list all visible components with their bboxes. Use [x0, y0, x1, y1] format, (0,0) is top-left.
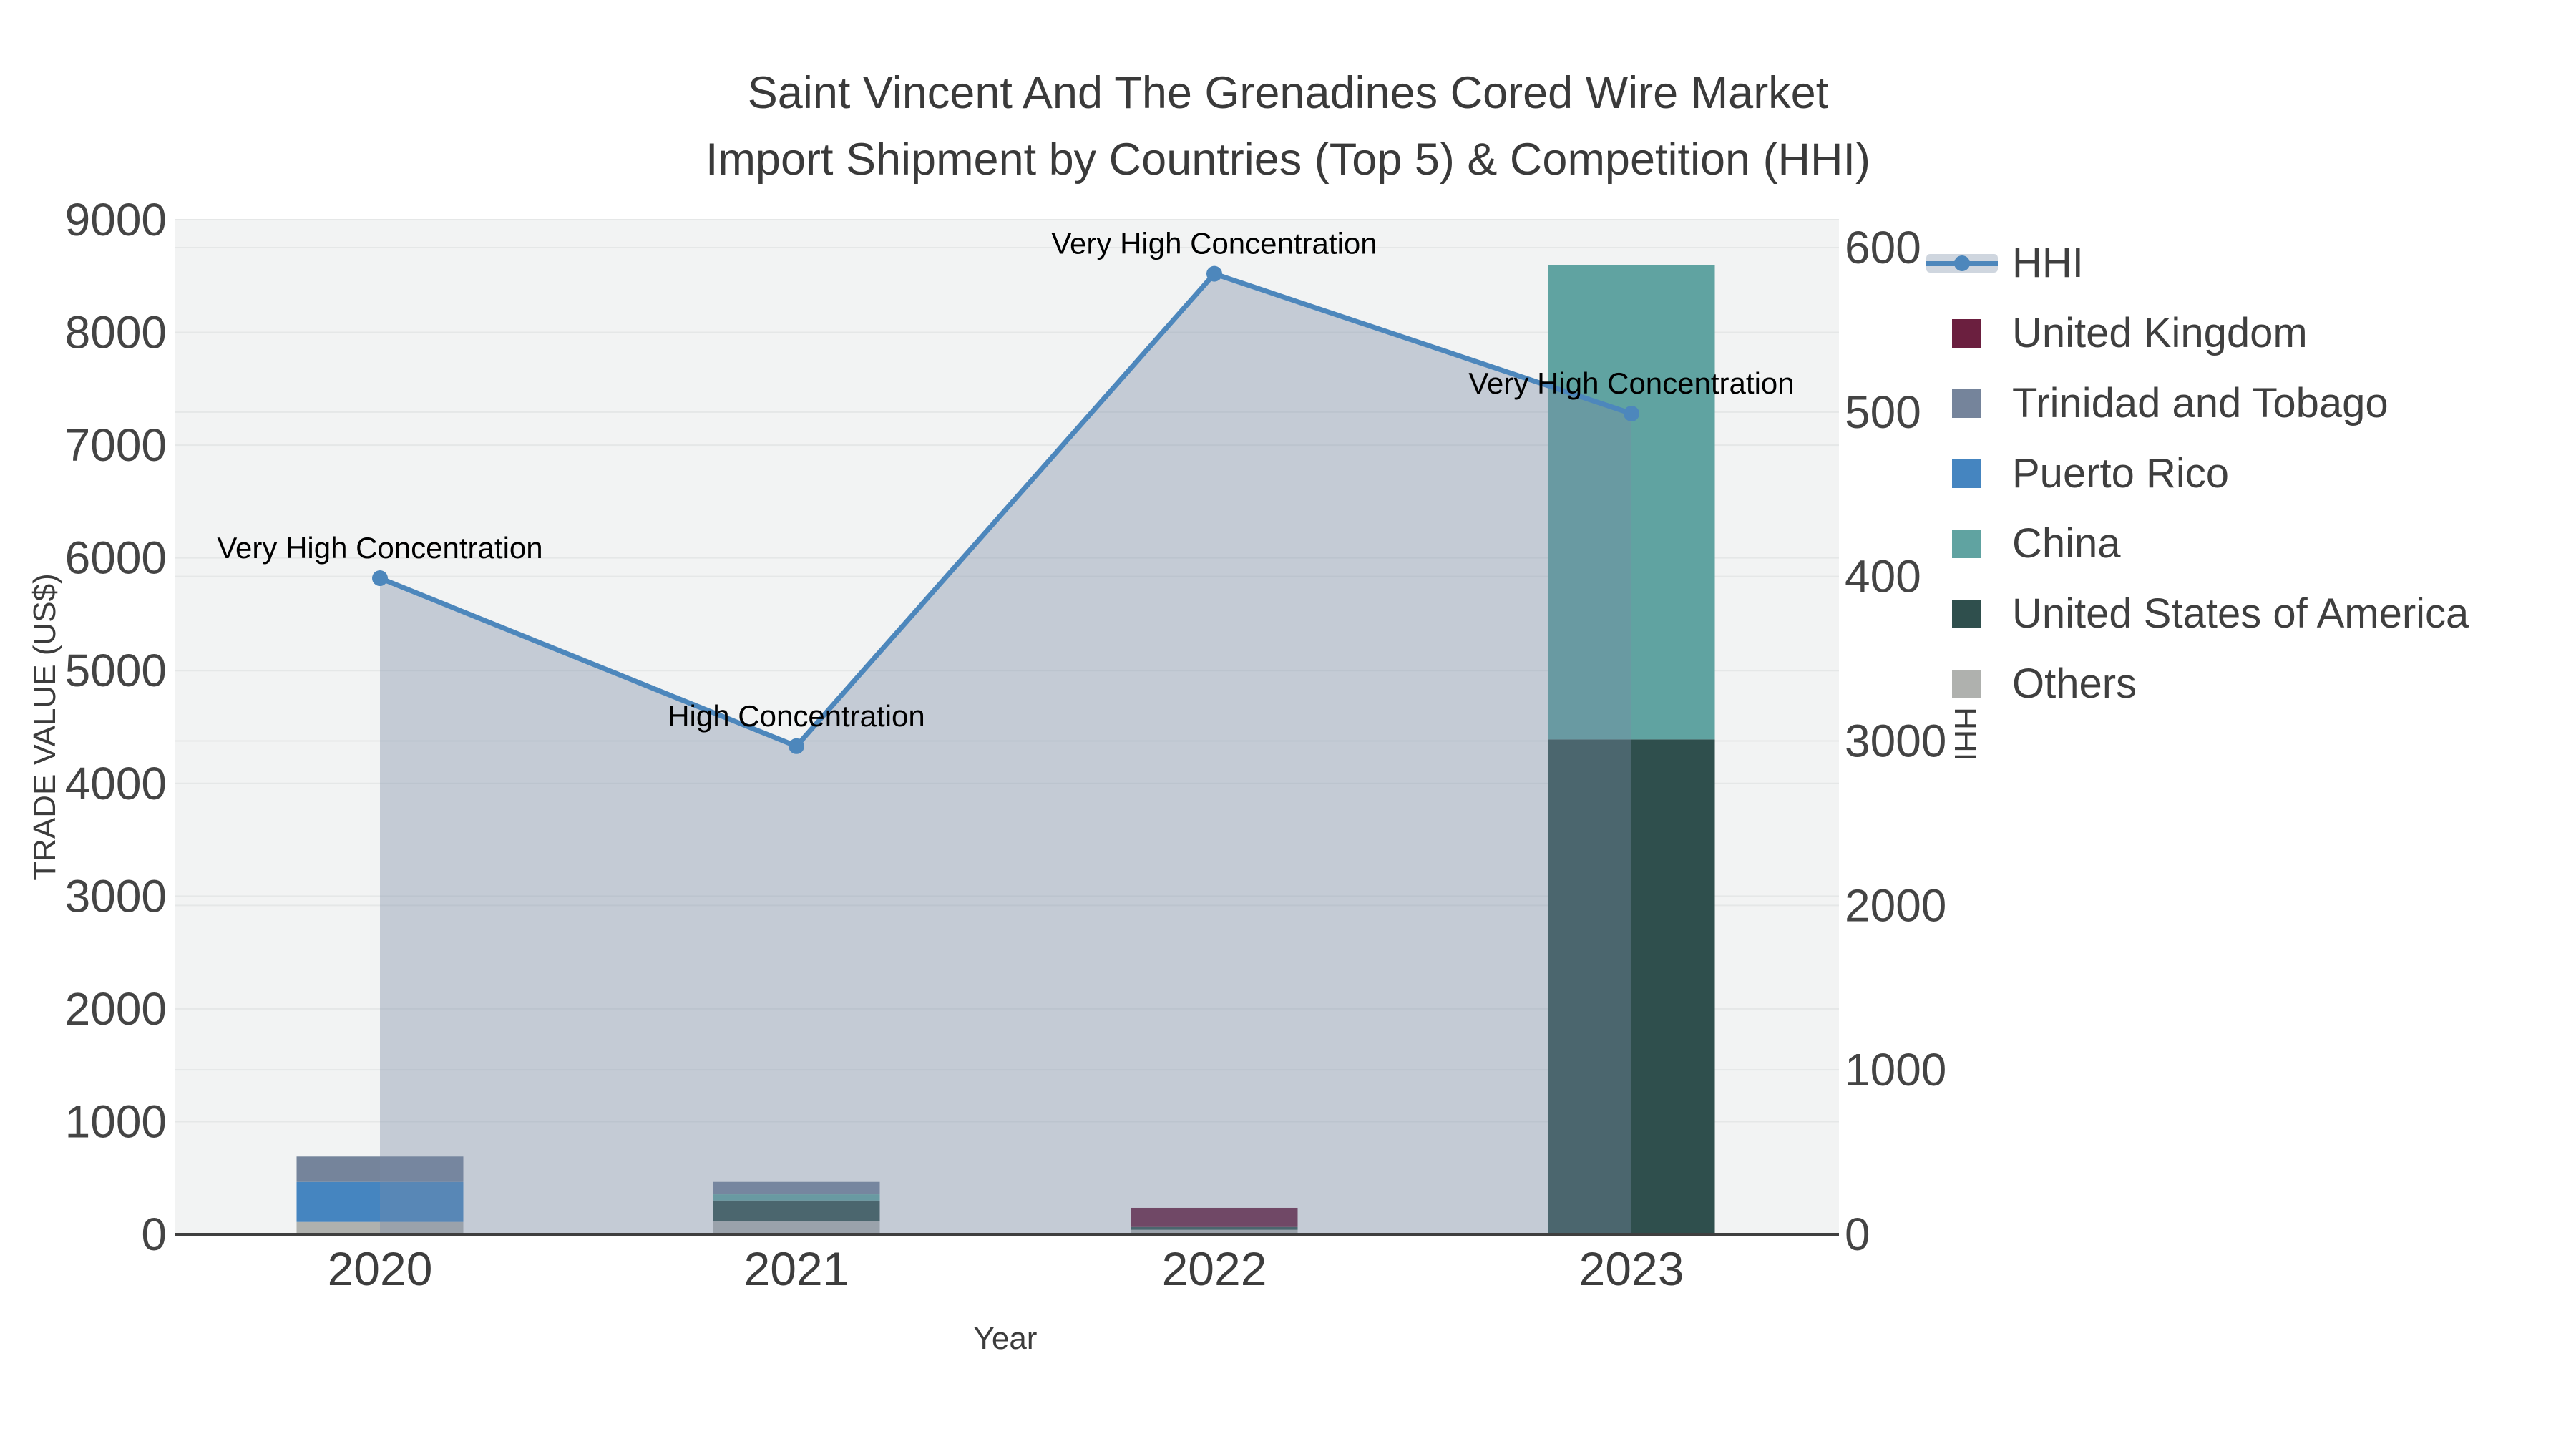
bar-segment-2020-others[interactable] [296, 1221, 464, 1234]
bar-segment-2023-china[interactable] [1548, 265, 1715, 740]
left-axis-tick-label: 9000 [65, 194, 167, 245]
hhi-area-swatch [1926, 254, 1998, 273]
left-axis-title: TRADE VALUE (US$) [27, 573, 62, 881]
left-axis-tick-label: 4000 [65, 758, 167, 809]
legend-color-swatch [1952, 600, 1981, 628]
x-axis-tick-label: 2022 [1162, 1242, 1267, 1295]
hhi-point-2023[interactable] [1624, 405, 1639, 421]
left-axis-tick-label: 6000 [65, 532, 167, 584]
hhi-marker-icon [1954, 255, 1970, 271]
legend-label: Trinidad and Tobago [2012, 380, 2389, 426]
right-axis-tick-label: 0 [1845, 1209, 1870, 1260]
left-axis-tick-label: 7000 [65, 419, 167, 471]
hhi-area-fill [380, 273, 1631, 1234]
hhi-line [379, 270, 1633, 749]
bar-segment-2023-united-states-of-america[interactable] [1548, 739, 1715, 1234]
hhi-point-2022[interactable] [1206, 265, 1222, 282]
x-axis-tick-label: 2021 [744, 1242, 849, 1295]
legend-color-swatch [1952, 670, 1981, 698]
right-axis-tick-label: 2000 [1845, 879, 1946, 931]
legend-color-swatch [1952, 389, 1981, 418]
annotation-2021: High Concentration [668, 699, 925, 733]
bar-segment-2021-others[interactable] [713, 1221, 880, 1234]
legend-label: Puerto Rico [2012, 450, 2230, 497]
bar-segment-2021-united-states-of-america[interactable] [713, 1200, 880, 1221]
legend-color-swatch [1952, 459, 1981, 488]
annotation-2022: Very High Concentration [1051, 227, 1377, 260]
chart-title-line1: Saint Vincent And The Grenadines Cored W… [747, 68, 1829, 118]
legend-label: United States of America [2012, 590, 2469, 637]
left-axis-tick-label: 0 [141, 1209, 167, 1260]
legend-label: HHI [2012, 240, 2084, 286]
x-axis-tick-label: 2023 [1579, 1242, 1684, 1295]
bar-segment-2021-trinidad-and-tobago[interactable] [713, 1181, 880, 1195]
bar-segment-2020-puerto-rico[interactable] [296, 1181, 464, 1222]
annotation-2020: Very High Concentration [217, 531, 542, 565]
legend-label: Others [2012, 660, 2137, 707]
right-axis-tick-label: 3000 [1845, 716, 1946, 767]
left-axis-tick-label: 5000 [65, 645, 167, 696]
left-axis-tick-label: 8000 [65, 307, 167, 358]
annotation-2023: Very High Concentration [1468, 366, 1794, 400]
bar-segment-2022-others[interactable] [1131, 1229, 1298, 1234]
left-axis-tick-label: 1000 [65, 1096, 167, 1147]
x-axis-title: Year [973, 1321, 1038, 1356]
chart-title-line2: Import Shipment by Countries (Top 5) & C… [705, 135, 1871, 185]
bar-segment-2021-china[interactable] [713, 1194, 880, 1201]
bar-segment-2022-united-kingdom[interactable] [1131, 1207, 1298, 1227]
legend-color-swatch [1952, 319, 1981, 348]
bar-segment-2020-trinidad-and-tobago[interactable] [296, 1156, 464, 1182]
left-axis-tick-label: 2000 [65, 983, 167, 1035]
chart-title: Saint Vincent And The Grenadines Cored W… [0, 60, 2576, 193]
legend-label: United Kingdom [2012, 310, 2308, 356]
legend-color-swatch [1952, 530, 1981, 558]
hhi-point-2021[interactable] [789, 738, 804, 754]
legend-label: China [2012, 520, 2121, 567]
right-axis-tick-label: 1000 [1845, 1044, 1946, 1096]
right-axis-tick-label: 500 [1845, 386, 1921, 438]
left-axis-tick-label: 3000 [65, 870, 167, 922]
x-axis-tick-label: 2020 [328, 1242, 433, 1295]
right-axis-tick-label: 600 [1845, 222, 1921, 273]
bar-segment-2022-united-states-of-america[interactable] [1131, 1226, 1298, 1230]
hhi-point-2020[interactable] [372, 570, 388, 587]
right-axis-tick-label: 400 [1845, 551, 1921, 602]
